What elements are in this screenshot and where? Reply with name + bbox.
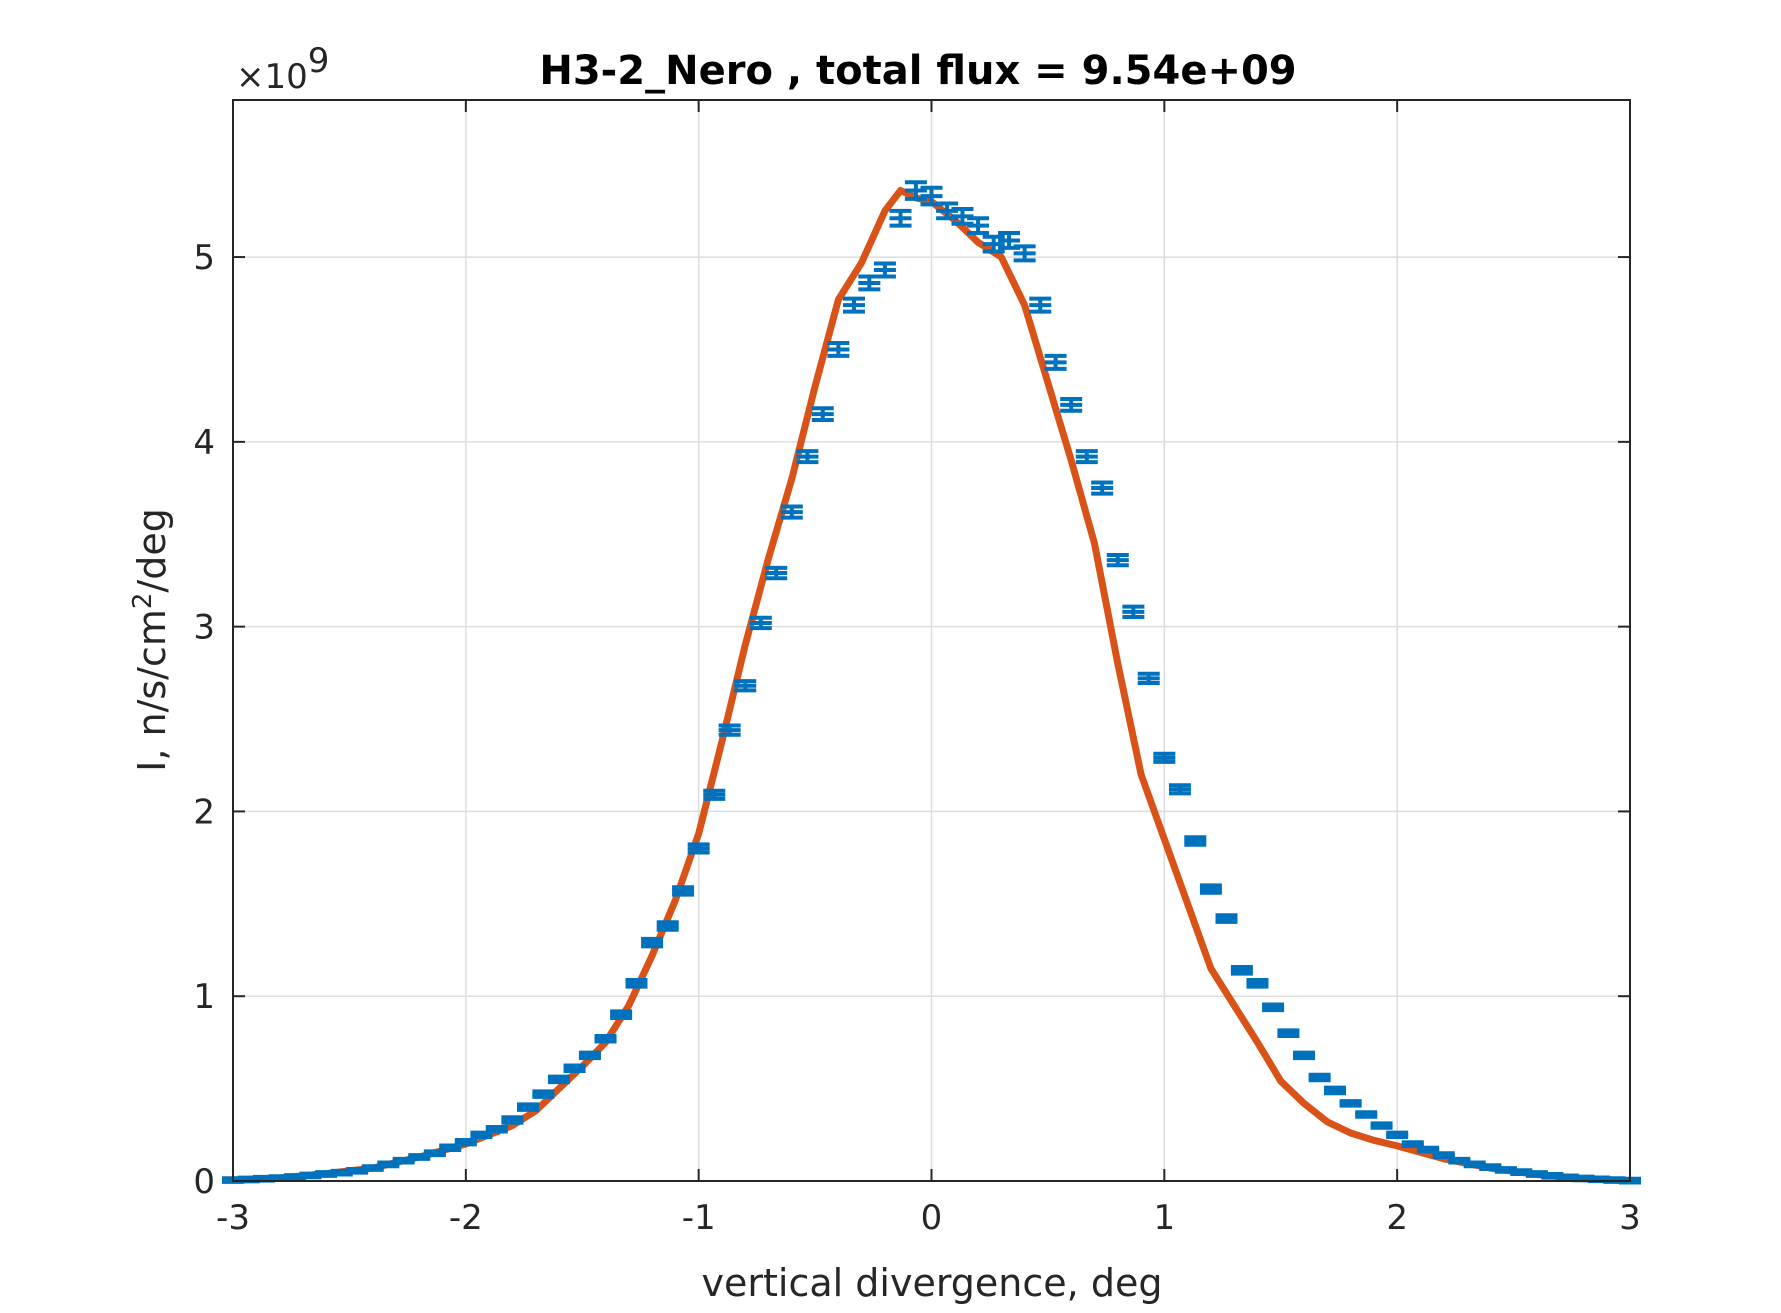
data-point	[656, 920, 679, 932]
data-point	[1230, 965, 1253, 976]
y-tick-label: 1	[193, 977, 215, 1017]
data-point	[578, 1050, 601, 1061]
y-tick-label: 4	[193, 423, 215, 463]
data-point	[827, 340, 850, 358]
data-point	[1184, 835, 1207, 847]
y-multiplier-exponent: 9	[308, 41, 330, 81]
y-tick-label: 0	[193, 1162, 215, 1202]
x-tick-label: 2	[1386, 1198, 1408, 1238]
data-point	[454, 1137, 477, 1147]
data-point	[1168, 783, 1191, 796]
data-point	[1153, 751, 1176, 764]
data-point	[516, 1102, 539, 1112]
data-point	[765, 565, 788, 581]
data-point	[1308, 1072, 1331, 1083]
data-point	[563, 1063, 586, 1074]
x-tick-label: 1	[1154, 1198, 1176, 1238]
data-point	[1339, 1099, 1362, 1108]
y-axis-label-unit: /deg	[130, 508, 174, 592]
data-point	[858, 274, 881, 292]
data-point	[1432, 1151, 1455, 1159]
data-point	[796, 449, 819, 465]
y-tick-label: 5	[193, 238, 215, 278]
y-multiplier: ×109	[236, 41, 329, 97]
y-axis-label: I, n/s/cm2/deg	[128, 508, 174, 772]
data-point	[889, 208, 912, 228]
data-point	[1324, 1085, 1347, 1096]
data-point	[1386, 1130, 1409, 1140]
data-point	[423, 1149, 446, 1158]
y-multiplier-base: ×10	[236, 57, 308, 97]
data-point	[1277, 1028, 1300, 1038]
data-point	[532, 1089, 555, 1099]
x-tick-label: -3	[216, 1198, 250, 1238]
data-point	[811, 406, 834, 423]
data-point	[1199, 883, 1222, 895]
x-tick-label: 0	[921, 1198, 943, 1238]
y-tick-label: 2	[193, 792, 215, 832]
data-point	[967, 216, 990, 236]
x-axis-label: vertical divergence, deg	[702, 1261, 1163, 1305]
errorbar-layer	[222, 180, 1641, 1185]
data-point	[703, 788, 726, 801]
data-point	[610, 1009, 633, 1021]
y-axis-label-main: I, n/s/cm	[130, 609, 174, 772]
data-point	[982, 234, 1005, 254]
data-point	[1246, 977, 1269, 989]
data-point	[1044, 353, 1067, 371]
data-point	[904, 180, 927, 201]
data-point	[594, 1033, 617, 1044]
data-point	[718, 723, 741, 737]
data-point	[749, 615, 772, 631]
x-tick-label: -1	[682, 1198, 716, 1238]
data-point	[842, 296, 865, 314]
data-point	[1013, 244, 1036, 263]
data-point	[672, 885, 695, 897]
data-point	[1091, 480, 1114, 496]
data-point	[501, 1115, 524, 1125]
data-point	[1060, 396, 1083, 413]
y-ticks: 0 1 2 3 4 5	[193, 238, 1630, 1202]
data-point	[734, 679, 757, 693]
data-point	[485, 1125, 508, 1134]
x-tick-label: 3	[1619, 1198, 1641, 1238]
data-point	[625, 977, 648, 989]
data-point	[1293, 1050, 1316, 1061]
data-point	[1355, 1110, 1378, 1119]
x-tick-label: -2	[449, 1198, 483, 1238]
data-point	[1075, 449, 1098, 465]
y-axis-label-sup: 2	[128, 593, 158, 610]
data-point	[1215, 913, 1238, 924]
data-point	[1029, 296, 1052, 314]
data-point	[547, 1074, 570, 1085]
data-point	[1401, 1140, 1424, 1148]
data-point	[1137, 671, 1160, 686]
data-point	[1262, 1002, 1285, 1013]
y-tick-label: 3	[193, 608, 215, 648]
data-point	[780, 504, 803, 520]
data-point	[1106, 552, 1129, 568]
data-point	[1370, 1121, 1393, 1130]
data-point	[1122, 604, 1145, 620]
data-point	[687, 842, 710, 855]
chart-title: H3-2_Nero , total flux = 9.54e+09	[539, 48, 1296, 94]
data-point	[873, 261, 896, 279]
data-point	[1417, 1145, 1440, 1154]
x-ticks: -3 -2 -1 0 1 2 3	[216, 100, 1641, 1238]
data-point	[641, 936, 664, 949]
